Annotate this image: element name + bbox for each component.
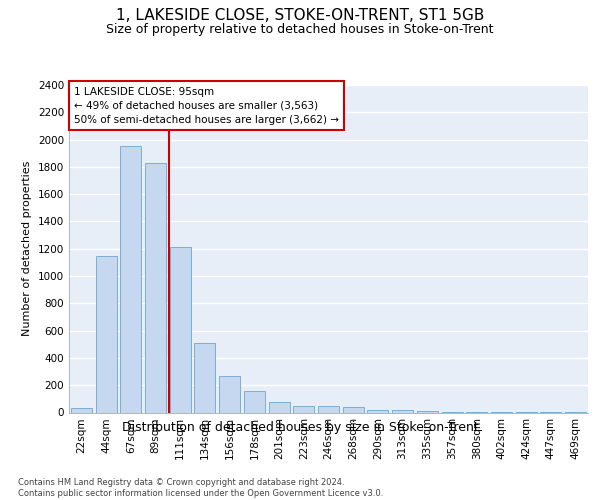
- Bar: [120, 146, 141, 412]
- Bar: [343, 407, 364, 412]
- Bar: [269, 402, 290, 412]
- Text: Contains HM Land Registry data © Crown copyright and database right 2024.
Contai: Contains HM Land Registry data © Crown c…: [18, 478, 383, 498]
- Bar: [95, 256, 116, 412]
- Y-axis label: Number of detached properties: Number of detached properties: [22, 161, 32, 336]
- Bar: [170, 248, 191, 412]
- Bar: [71, 408, 92, 412]
- Bar: [367, 410, 388, 412]
- Bar: [194, 343, 215, 412]
- Bar: [392, 410, 413, 412]
- Bar: [219, 376, 240, 412]
- Text: Size of property relative to detached houses in Stoke-on-Trent: Size of property relative to detached ho…: [106, 22, 494, 36]
- Bar: [145, 163, 166, 412]
- Text: 1, LAKESIDE CLOSE, STOKE-ON-TRENT, ST1 5GB: 1, LAKESIDE CLOSE, STOKE-ON-TRENT, ST1 5…: [116, 8, 484, 22]
- Bar: [293, 406, 314, 412]
- Bar: [318, 406, 339, 412]
- Bar: [417, 411, 438, 412]
- Text: Distribution of detached houses by size in Stoke-on-Trent: Distribution of detached houses by size …: [122, 421, 478, 434]
- Text: 1 LAKESIDE CLOSE: 95sqm
← 49% of detached houses are smaller (3,563)
50% of semi: 1 LAKESIDE CLOSE: 95sqm ← 49% of detache…: [74, 86, 339, 124]
- Bar: [244, 392, 265, 412]
